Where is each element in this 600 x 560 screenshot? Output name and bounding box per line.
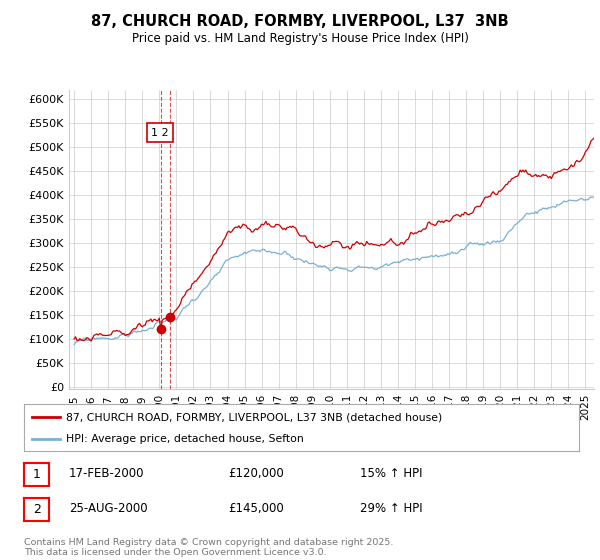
Text: 87, CHURCH ROAD, FORMBY, LIVERPOOL, L37 3NB (detached house): 87, CHURCH ROAD, FORMBY, LIVERPOOL, L37 …	[65, 412, 442, 422]
Text: 15% ↑ HPI: 15% ↑ HPI	[360, 466, 422, 480]
Text: £145,000: £145,000	[228, 502, 284, 515]
Text: 17-FEB-2000: 17-FEB-2000	[69, 466, 145, 480]
Text: 87, CHURCH ROAD, FORMBY, LIVERPOOL, L37  3NB: 87, CHURCH ROAD, FORMBY, LIVERPOOL, L37 …	[91, 14, 509, 29]
Text: Price paid vs. HM Land Registry's House Price Index (HPI): Price paid vs. HM Land Registry's House …	[131, 32, 469, 45]
Text: 1 2: 1 2	[151, 128, 169, 138]
Text: 1: 1	[32, 468, 41, 481]
Text: 2: 2	[32, 503, 41, 516]
Text: HPI: Average price, detached house, Sefton: HPI: Average price, detached house, Seft…	[65, 434, 304, 444]
Text: 25-AUG-2000: 25-AUG-2000	[69, 502, 148, 515]
Text: Contains HM Land Registry data © Crown copyright and database right 2025.
This d: Contains HM Land Registry data © Crown c…	[24, 538, 394, 557]
Text: £120,000: £120,000	[228, 466, 284, 480]
Text: 29% ↑ HPI: 29% ↑ HPI	[360, 502, 422, 515]
